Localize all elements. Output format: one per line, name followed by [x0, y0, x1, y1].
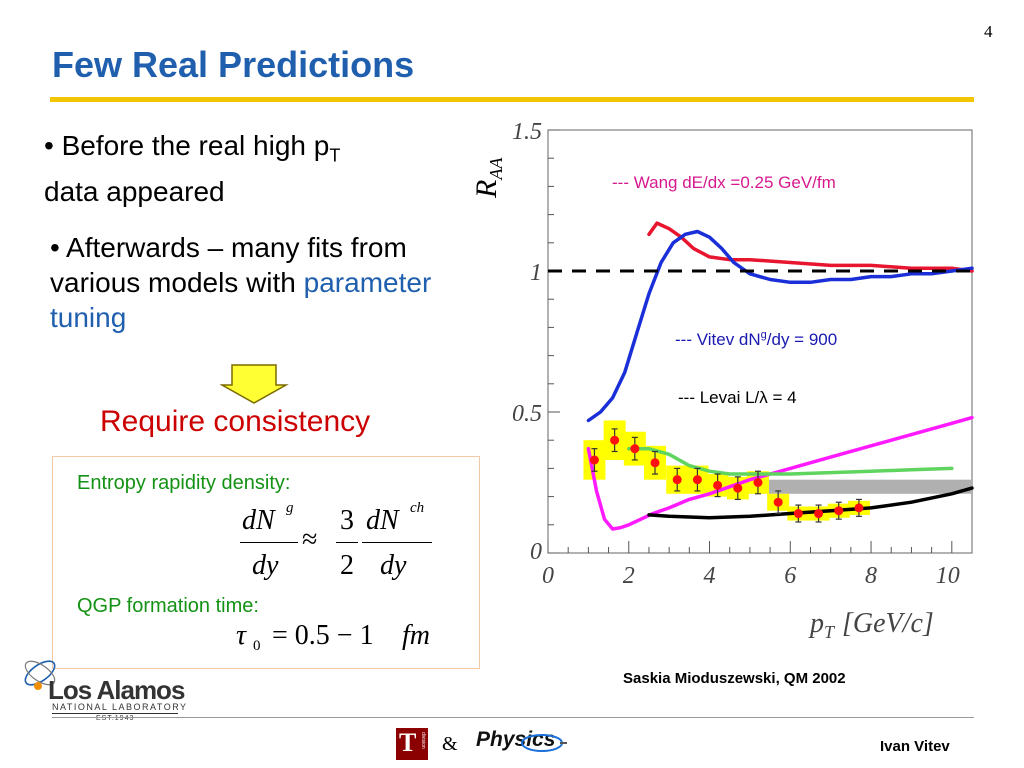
entropy-label: Entropy rapidity density: [77, 472, 291, 494]
t-logo-sub: division [420, 732, 426, 749]
series-line [586, 415, 974, 531]
qgp-formula: τ 0 = 0.5 − 1 fm [236, 620, 456, 660]
data-point [854, 503, 864, 513]
lanl-established: EST.1943 [96, 715, 135, 722]
bullet-afterwards: • Afterwards – many fits from various mo… [50, 230, 470, 335]
gray-systematic-band [749, 479, 972, 494]
author-name: Ivan Vitev [880, 738, 950, 755]
t-logo-letter: T [399, 728, 417, 757]
data-point [630, 444, 640, 454]
physics-logo: Physics [476, 728, 556, 751]
f1-lhs-fraction-bar [240, 542, 298, 543]
y-tick-label: 0 [530, 539, 542, 565]
f1-rhs-superscript: ch [410, 500, 425, 516]
f1-rhs-fraction-bar [362, 542, 432, 543]
t-division-logo: T division [396, 728, 428, 760]
x-tick-label: 2 [623, 563, 635, 589]
x-axis-label: pT [GeV/c] [808, 608, 934, 642]
x-axis-label-sub: T [824, 622, 836, 642]
x-axis-label-unit: [GeV/c] [842, 608, 934, 639]
data-point [834, 506, 844, 516]
page-title: Few Real Predictions [52, 44, 415, 85]
lanl-subtitle: NATIONAL LABORATORY [52, 702, 188, 712]
x-axis-label-main: p [808, 608, 824, 639]
f2-subscript: 0 [253, 638, 261, 654]
f2-value: = 0.5 − 1 [272, 620, 374, 651]
f1-coef-numerator: 3 [340, 505, 354, 536]
data-point [610, 435, 620, 445]
bullet-2-highlight: parameter tuning [50, 267, 432, 333]
legend-superscript: g [761, 329, 767, 341]
f1-approx-sign: ≈ [302, 524, 318, 555]
legend-text: --- Levai L/λ = 4 [678, 388, 797, 407]
lanl-name: Los Alamos [48, 675, 185, 705]
bullet-1-text: • Before the real high p [44, 130, 330, 161]
legend-text-after: /dy = 900 [767, 330, 837, 349]
y-axis-label-main: R [470, 180, 503, 199]
y-axis-label: RAA [470, 157, 506, 199]
legend-text: --- Wang dE/dx =0.25 GeV/fm [612, 173, 836, 192]
y-tick-label: 0.5 [512, 401, 542, 427]
y-tick-label: 1.5 [512, 119, 542, 145]
title-underline [50, 97, 974, 102]
f1-lhs-superscript: g [286, 500, 294, 516]
data-point [753, 478, 763, 487]
chart-credit: Saskia Mioduszewski, QM 2002 [623, 670, 846, 687]
entropy-formula: dN g dy ≈ 3 2 dN ch dy [240, 500, 440, 590]
bullet-1-subscript: T [329, 145, 341, 166]
footer-rule [52, 717, 974, 718]
series-line [627, 446, 954, 476]
y-tick-label: 1 [530, 260, 542, 286]
data-point [733, 483, 743, 493]
y-axis-label-sub: AA [486, 157, 506, 181]
series-line [586, 229, 974, 423]
x-tick-label: 4 [704, 563, 716, 589]
formula-box [52, 456, 480, 669]
f1-lhs-numerator: dN [242, 505, 275, 536]
require-consistency-text: Require consistency [100, 405, 371, 438]
f1-coef-denominator: 2 [340, 550, 354, 581]
plot-frame [547, 129, 973, 554]
lanl-atom-icon [24, 660, 56, 690]
data-point [650, 458, 660, 468]
data-point [793, 509, 803, 519]
bullet-before-data: • Before the real high pT data appeared [44, 128, 454, 209]
f2-unit: fm [402, 620, 430, 651]
f1-rhs-numerator: dN [366, 505, 399, 536]
data-point [589, 455, 599, 465]
data-point [672, 475, 682, 485]
series-line [647, 486, 974, 520]
page-number: 4 [984, 22, 993, 41]
qgp-label: QGP formation time: [77, 595, 259, 617]
data-point [814, 509, 824, 519]
legend-entry: --- Levai L/λ = 4 [678, 388, 797, 407]
data-point [713, 480, 723, 490]
legend-entry: --- Vitev dNg/dy = 900 [675, 329, 837, 349]
bullet-2-text: • Afterwards – many fits from various mo… [50, 232, 407, 298]
physics-orbit-icon [521, 734, 567, 752]
legend-text: --- Vitev dN [675, 330, 761, 349]
f2-tau: τ [236, 620, 247, 651]
x-tick-label: 6 [784, 563, 796, 589]
series-line [647, 221, 974, 273]
ampersand: & [442, 733, 458, 755]
f1-rhs-denominator: dy [380, 550, 407, 581]
down-arrow-icon [220, 364, 289, 404]
x-tick-label: 10 [936, 563, 960, 589]
bullet-1-continuation: data appeared [44, 175, 225, 207]
x-tick-label: 0 [542, 563, 554, 589]
x-tick-label: 8 [865, 563, 877, 589]
data-point [692, 475, 702, 485]
data-point [773, 497, 783, 507]
f1-lhs-denominator: dy [252, 550, 279, 581]
lanl-rule [52, 713, 178, 714]
legend-entry: --- Wang dE/dx =0.25 GeV/fm [612, 173, 836, 192]
f1-coef-fraction-bar [336, 542, 358, 543]
